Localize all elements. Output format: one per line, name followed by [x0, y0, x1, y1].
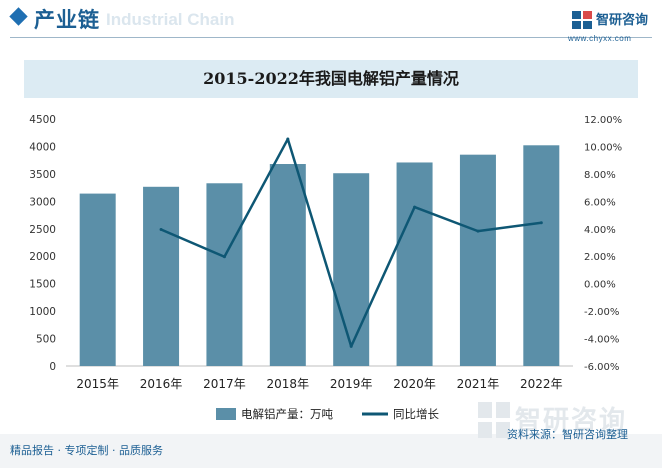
bar: [79, 193, 116, 366]
y-right-tick-label: 0.00%: [584, 280, 616, 291]
bar: [206, 183, 243, 366]
y-left-tick-label: 2000: [29, 251, 56, 263]
section-watermark: Industrial Chain: [106, 10, 235, 29]
bar: [396, 162, 433, 366]
chart-title: 2015-2022年我国电解铝产量情况: [203, 69, 459, 88]
x-tick-label: 2016年: [140, 377, 183, 391]
header-bar: [0, 0, 662, 44]
line-point: [476, 229, 480, 233]
y-left-tick-label: 4500: [29, 114, 56, 126]
y-left-tick-label: 0: [49, 361, 56, 373]
source-note: 资料来源：智研咨询整理: [507, 428, 628, 441]
bar: [333, 173, 370, 366]
footer-slogan: 精品报告 · 专项定制 · 品质服务: [10, 444, 163, 457]
y-right-tick-label: 6.00%: [584, 197, 616, 208]
y-right-tick-label: 8.00%: [584, 170, 616, 181]
header-divider: [10, 37, 652, 38]
y-left-tick-label: 3000: [29, 196, 56, 208]
footer-bar: [0, 434, 662, 468]
y-right-tick-label: -6.00%: [584, 362, 619, 373]
x-tick-label: 2015年: [76, 377, 119, 391]
title-band: [24, 60, 638, 98]
x-tick-label: 2018年: [267, 377, 310, 391]
bar: [459, 154, 496, 366]
watermark-logo-icon: [478, 402, 510, 438]
watermark-text: 智研咨询: [515, 406, 628, 436]
y-left-tick-label: 2500: [29, 224, 56, 236]
line-point: [539, 221, 543, 225]
y-left-tick-label: 1000: [29, 306, 56, 318]
y-right-tick-label: 12.00%: [584, 115, 622, 126]
y-left-tick-label: 500: [36, 334, 56, 346]
y-left-tick-label: 1500: [29, 279, 56, 291]
y-left-tick-label: 3500: [29, 169, 56, 181]
legend-label-line: 同比增长: [393, 407, 439, 421]
y-right-tick-label: 2.00%: [584, 252, 616, 263]
bar: [523, 145, 560, 366]
y-right-tick-label: 4.00%: [584, 225, 616, 236]
line-point: [159, 227, 163, 231]
x-tick-label: 2020年: [393, 377, 436, 391]
brand-name: 智研咨询: [596, 13, 649, 28]
line-point: [222, 255, 226, 259]
line-point: [349, 344, 353, 348]
bar: [143, 186, 180, 366]
x-tick-label: 2022年: [520, 377, 563, 391]
x-tick-label: 2019年: [330, 377, 373, 391]
bar: [269, 164, 306, 366]
brand-url[interactable]: www.chyxx.com: [568, 34, 632, 43]
x-tick-label: 2021年: [457, 377, 500, 391]
y-right-tick-label: 10.00%: [584, 142, 622, 153]
legend-swatch-bar: [216, 408, 236, 420]
y-left-tick-label: 4000: [29, 141, 56, 153]
line-point: [413, 205, 417, 209]
line-point: [286, 137, 290, 141]
brand-logo-icon: [572, 11, 592, 29]
legend-label-bar: 电解铝产量：万吨: [241, 407, 333, 421]
production-chart: 0 500 1000 1500 2000 2500 3000 3500 4000 4500 -6.0…: [29, 114, 622, 421]
section-title: 产业链: [34, 8, 100, 32]
x-tick-label: 2017年: [203, 377, 246, 391]
y-right-tick-label: -2.00%: [584, 307, 619, 318]
y-right-tick-label: -4.00%: [584, 335, 619, 346]
